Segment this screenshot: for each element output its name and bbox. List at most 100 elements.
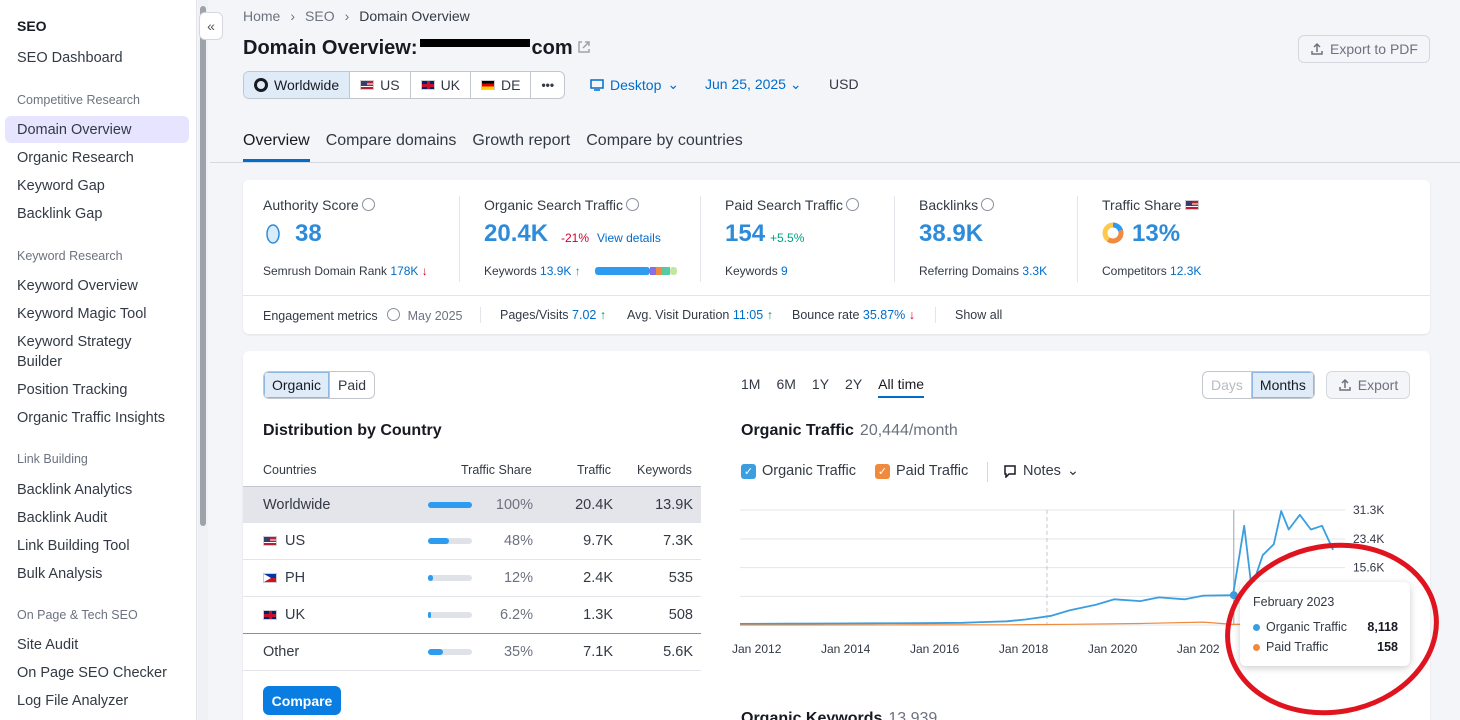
- sidebar-item-domain-overview[interactable]: Domain Overview: [17, 122, 132, 138]
- paid-keywords: Keywords 9: [725, 264, 788, 278]
- sidebar-item-organic-research[interactable]: Organic Research: [17, 150, 134, 166]
- col-traffic-share: Traffic Share: [461, 463, 532, 477]
- sidebar-item-site-audit[interactable]: Site Audit: [17, 637, 79, 653]
- external-link-icon[interactable]: [577, 40, 591, 57]
- table-row-ph[interactable]: PH 12% 2.4K 535: [243, 560, 701, 597]
- granularity-days[interactable]: Days: [1203, 372, 1252, 398]
- note-icon: [1004, 465, 1016, 478]
- db-more-button[interactable]: •••: [531, 72, 564, 98]
- keywords-value[interactable]: 535: [668, 570, 693, 586]
- x-tick-label: Jan 202: [1177, 642, 1220, 656]
- notes-dropdown[interactable]: Notes ⌄: [1003, 463, 1079, 479]
- chart-subtitle: 20,444/month: [859, 422, 958, 439]
- sidebar: SEO SEO Dashboard Competitive Research D…: [0, 0, 197, 720]
- sidebar-item-keyword-gap[interactable]: Keyword Gap: [17, 178, 105, 194]
- country-name: UK: [285, 607, 306, 623]
- backlinks-label: Backlinks: [919, 197, 995, 213]
- period-6m[interactable]: 6M: [776, 376, 796, 392]
- period-all-time[interactable]: All time: [878, 376, 925, 398]
- sidebar-item-on-page-seo-checker[interactable]: On Page SEO Checker: [17, 665, 167, 681]
- tab-compare-by-countries[interactable]: Compare by countries: [586, 132, 743, 149]
- table-row-uk[interactable]: UK 6.2% 1.3K 508: [243, 597, 701, 634]
- db-de[interactable]: DE: [471, 72, 532, 98]
- engagement-metrics: Engagement metrics May 2025: [263, 308, 463, 323]
- tab-growth-report[interactable]: Growth report: [472, 132, 571, 149]
- table-row-other[interactable]: Other 35% 7.1K 5.6K: [243, 634, 701, 671]
- info-icon[interactable]: [981, 198, 995, 211]
- sidebar-item-backlink-gap[interactable]: Backlink Gap: [17, 206, 103, 222]
- period-1y[interactable]: 1Y: [811, 376, 830, 392]
- tabs-divider: [210, 162, 1460, 163]
- keywords-value[interactable]: 508: [668, 607, 693, 623]
- avg-visit-duration: Avg. Visit Duration 11:05 ↑: [627, 308, 773, 322]
- sidebar-item-keyword-overview[interactable]: Keyword Overview: [17, 278, 138, 294]
- backlinks-value[interactable]: 38.9K: [919, 220, 984, 247]
- info-icon[interactable]: [361, 198, 375, 211]
- compare-button[interactable]: Compare: [263, 686, 341, 715]
- notes-label: Notes: [1023, 463, 1061, 479]
- collapse-sidebar-button[interactable]: «: [199, 12, 223, 40]
- period-1m[interactable]: 1M: [741, 376, 761, 392]
- traffic-value[interactable]: 1.3K: [583, 607, 613, 623]
- view-details-link[interactable]: View details: [597, 231, 661, 245]
- info-icon[interactable]: [626, 198, 640, 211]
- traffic-value[interactable]: 2.4K: [583, 570, 613, 586]
- organic-traffic-value[interactable]: 20.4K: [484, 220, 549, 247]
- country-cell: UK: [263, 607, 305, 623]
- tab-compare-domains[interactable]: Compare domains: [325, 132, 457, 149]
- sidebar-item-link-building-tool[interactable]: Link Building Tool: [17, 538, 130, 554]
- share-bar: [428, 502, 472, 508]
- db-worldwide[interactable]: Worldwide: [244, 72, 351, 98]
- divider: [1077, 196, 1078, 282]
- info-icon[interactable]: [387, 308, 401, 321]
- chevron-right-icon: ›: [344, 8, 350, 24]
- sidebar-item-backlink-audit[interactable]: Backlink Audit: [17, 510, 108, 526]
- granularity-months[interactable]: Months: [1251, 372, 1314, 398]
- db-us[interactable]: US: [350, 72, 411, 98]
- upload-icon: [1311, 42, 1323, 55]
- show-all-link[interactable]: Show all: [955, 308, 1003, 322]
- toggle-paid[interactable]: Paid: [338, 377, 367, 393]
- traffic-share: 6.2%: [499, 607, 533, 623]
- page-title: Domain Overview: com: [243, 37, 591, 60]
- paid-traffic-value[interactable]: 154: [725, 220, 766, 247]
- sidebar-item-keyword-magic-tool[interactable]: Keyword Magic Tool: [17, 306, 147, 322]
- sidebar-item-seo-dashboard[interactable]: SEO Dashboard: [17, 50, 123, 66]
- uk-flag-icon: [263, 610, 277, 620]
- legend-organic[interactable]: ✓ Organic Traffic: [741, 463, 856, 479]
- table-row-us[interactable]: US 48% 9.7K 7.3K: [243, 523, 701, 560]
- period-2y[interactable]: 2Y: [845, 376, 863, 392]
- breadcrumb-seo[interactable]: SEO: [305, 8, 335, 24]
- sidebar-item-keyword-strategy-builder[interactable]: Keyword Strategy: [17, 334, 132, 350]
- export-pdf-button[interactable]: Export to PDF: [1298, 35, 1430, 63]
- authority-score-label: Authority Score: [263, 197, 375, 213]
- tab-overview[interactable]: Overview: [243, 132, 310, 162]
- sidebar-scrollbar-thumb[interactable]: [200, 6, 206, 526]
- page-title-prefix: Domain Overview:: [243, 37, 418, 59]
- competitors: Competitors 12.3K: [1102, 264, 1202, 278]
- traffic-value[interactable]: 9.7K: [583, 533, 613, 549]
- legend-paid[interactable]: ✓ Paid Traffic: [875, 463, 968, 479]
- sidebar-item-keyword-strategy-builder-line2[interactable]: Builder: [17, 354, 63, 370]
- share-bar: [428, 612, 472, 618]
- checkbox-checked-icon[interactable]: ✓: [875, 463, 890, 479]
- sidebar-item-position-tracking[interactable]: Position Tracking: [17, 382, 128, 398]
- keywords-value[interactable]: 7.3K: [663, 533, 693, 549]
- table-row-worldwide[interactable]: Worldwide 100% 20.4K 13.9K: [243, 486, 701, 523]
- checkbox-checked-icon[interactable]: ✓: [741, 463, 756, 479]
- chart-export-button[interactable]: Export: [1326, 371, 1410, 399]
- sidebar-item-log-file-analyzer[interactable]: Log File Analyzer: [17, 693, 129, 709]
- toggle-organic[interactable]: Organic: [264, 372, 331, 398]
- sidebar-item-backlink-analytics[interactable]: Backlink Analytics: [17, 482, 133, 498]
- date-selector[interactable]: Jun 25, 2025 ⌄: [705, 76, 802, 93]
- db-uk[interactable]: UK: [411, 72, 472, 98]
- sidebar-section-on-page: On Page & Tech SEO: [17, 608, 138, 622]
- distribution-title: Distribution by Country: [263, 422, 442, 439]
- breadcrumb-home[interactable]: Home: [243, 8, 281, 24]
- legend-paid-label: Paid Traffic: [896, 463, 969, 479]
- device-selector[interactable]: Desktop ⌄: [590, 76, 679, 93]
- sidebar-item-organic-traffic-insights[interactable]: Organic Traffic Insights: [17, 410, 166, 426]
- x-tick-label: Jan 2018: [999, 642, 1049, 656]
- info-icon[interactable]: [846, 198, 860, 211]
- sidebar-item-bulk-analysis[interactable]: Bulk Analysis: [17, 566, 103, 582]
